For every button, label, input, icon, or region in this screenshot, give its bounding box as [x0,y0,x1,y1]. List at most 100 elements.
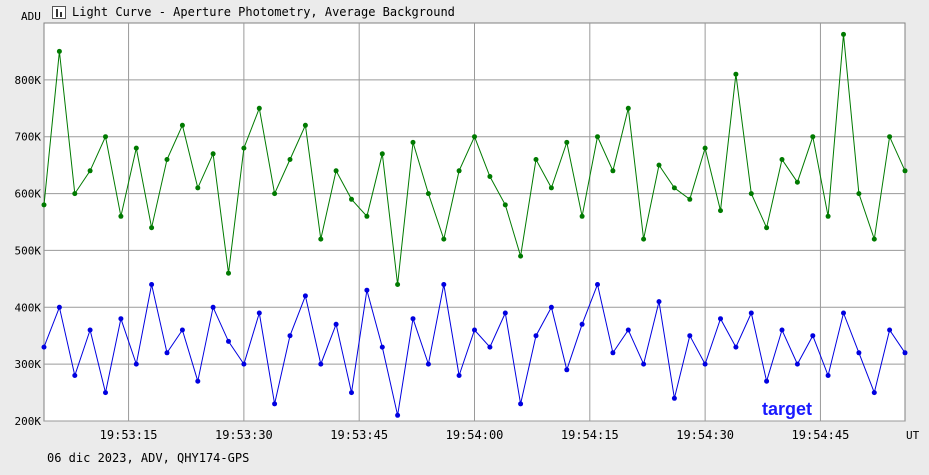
data-point [287,157,293,162]
data-point [87,168,93,174]
data-point [533,333,539,339]
data-point [748,191,754,197]
data-point [595,282,600,287]
data-point [548,304,554,310]
x-tick-label: 19:53:30 [215,428,273,442]
data-point [687,333,693,339]
data-point [226,270,231,276]
data-point [533,157,539,162]
data-point [487,344,493,350]
data-point [733,344,739,350]
data-point [425,191,431,197]
data-point [518,401,524,407]
data-point [595,134,600,140]
y-tick-label: 300K [15,358,42,371]
data-point [656,299,662,305]
data-point [41,344,47,350]
x-tick-label: 19:54:00 [446,428,504,442]
data-point [502,310,508,316]
data-point [318,361,324,367]
data-point [379,151,385,157]
data-point [456,168,462,174]
data-point [456,373,462,378]
y-axis-label: ADU [21,10,41,23]
data-point [272,401,278,407]
data-point [810,333,816,339]
data-point [179,327,185,333]
data-point [718,316,723,322]
data-point [502,202,508,208]
y-tick-label: 200K [15,415,42,428]
y-tick-label: 800K [15,74,42,87]
data-point [441,282,447,287]
data-point [779,327,785,333]
data-point [256,105,262,111]
chart-title: Light Curve - Aperture Photometry, Avera… [72,5,455,19]
x-tick-label: 19:54:30 [676,428,734,442]
data-point [179,122,185,128]
target-series-label: target [762,399,813,419]
data-point [825,373,831,378]
data-point [302,122,308,128]
data-point [472,134,477,140]
data-point [625,105,631,111]
data-point [702,361,708,367]
data-point [764,225,770,231]
data-point [748,310,754,316]
data-point [164,157,170,162]
data-point [395,412,401,418]
x-tick-label: 19:53:15 [100,428,158,442]
data-point [349,196,354,202]
series-lines [41,31,908,418]
data-point [118,213,124,219]
y-tick-label: 600K [15,188,42,201]
data-point [887,134,893,140]
x-axis-label: UT [906,429,920,442]
y-tick-label: 500K [15,244,42,257]
data-point [410,316,416,322]
data-point [333,168,339,174]
data-point [364,287,370,293]
data-point [902,168,908,174]
data-point [810,134,816,140]
data-point [41,202,47,208]
data-point [825,213,831,219]
data-point [733,71,739,77]
data-point [164,350,170,356]
data-point [871,390,877,396]
data-point [794,179,800,185]
data-point [72,373,78,378]
data-point [302,293,308,299]
data-point [902,350,908,356]
data-point [625,327,631,333]
data-point [149,225,155,231]
data-point [226,338,231,344]
data-point [764,378,770,384]
data-point [472,327,477,333]
data-point [641,361,647,367]
data-point [887,327,893,333]
data-point [241,145,247,151]
y-axis-ticks: 200K 300K 400K 500K 600K 700K 800K [15,74,42,428]
data-point [349,390,354,396]
data-point [487,174,493,179]
data-point [718,208,723,214]
x-tick-label: 19:54:15 [561,428,619,442]
data-point [702,145,708,151]
data-point [856,350,862,356]
data-point [379,344,385,350]
data-point [256,310,262,316]
data-point [56,304,62,310]
chart-icon[interactable] [52,5,66,19]
x-tick-label: 19:53:45 [330,428,388,442]
data-point [841,310,846,316]
x-axis-ticks: 19:53:15 19:53:30 19:53:45 19:54:00 19:54:15… [100,428,850,442]
data-point [441,236,447,242]
data-point [671,395,677,401]
data-point [856,191,862,197]
data-point [548,185,554,191]
data-point [241,361,247,367]
y-tick-label: 700K [15,131,42,144]
data-point [841,31,846,37]
